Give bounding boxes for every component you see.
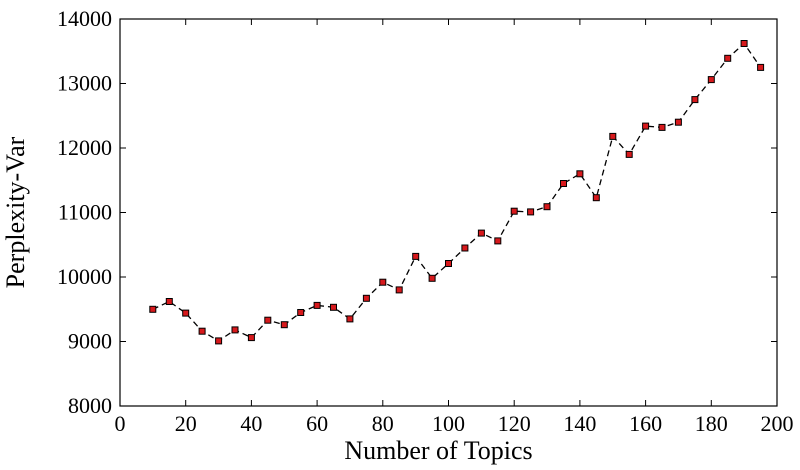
data-point: [182, 309, 190, 317]
x-tick-label: 40: [240, 411, 262, 436]
data-point: [313, 301, 321, 309]
data-point: [510, 207, 518, 215]
data-point: [412, 252, 420, 260]
data-point: [445, 260, 452, 267]
y-tick-label: 14000: [57, 6, 112, 31]
x-tick-label: 60: [306, 411, 328, 436]
x-tick-label: 100: [432, 411, 465, 436]
y-tick-label: 11000: [58, 200, 112, 225]
data-point: [658, 123, 666, 131]
y-tick-label: 12000: [57, 135, 112, 160]
data-point: [215, 337, 223, 345]
data-point: [560, 180, 567, 187]
data-point: [231, 326, 239, 334]
data-point: [609, 132, 617, 140]
data-point: [477, 229, 485, 237]
data-point: [330, 303, 337, 311]
ticks-layer: [119, 18, 778, 407]
x-tick-label: 80: [372, 411, 394, 436]
data-point: [379, 278, 387, 286]
x-axis-label: Number of Topics: [344, 436, 532, 465]
data-point: [625, 150, 633, 158]
data-point: [198, 327, 206, 335]
x-tick-label: 160: [629, 411, 662, 436]
data-point: [395, 286, 403, 294]
y-tick-labels: 8000 9000 10000 11000 12000 13000 14000: [57, 6, 112, 418]
x-tick-label: 20: [175, 411, 197, 436]
data-point: [165, 298, 173, 305]
x-tick-label: 140: [563, 411, 596, 436]
x-tick-label: 120: [498, 411, 531, 436]
x-tick-label: 200: [761, 411, 794, 436]
series-layer: [149, 40, 765, 345]
y-axis-label: Perplexity-Var: [1, 136, 30, 288]
data-point: [674, 118, 682, 126]
data-point: [149, 305, 157, 313]
data-point: [461, 244, 469, 252]
plot-frame: [119, 18, 778, 407]
data-point: [297, 309, 305, 316]
data-point: [707, 76, 715, 84]
data-point: [576, 170, 584, 178]
y-tick-label: 9000: [68, 329, 112, 354]
y-tick-label: 10000: [57, 264, 112, 289]
data-point: [691, 96, 699, 104]
data-point: [543, 203, 551, 211]
data-point: [280, 321, 288, 329]
data-point: [642, 122, 650, 130]
data-point: [494, 237, 502, 245]
data-point: [724, 54, 732, 62]
data-point: [247, 334, 255, 342]
data-point: [592, 194, 600, 202]
data-point: [346, 315, 354, 323]
data-point: [740, 40, 748, 47]
x-tick-labels: 0 20 40 60 80 100 120 140 160 180 200: [115, 411, 794, 436]
y-tick-label: 13000: [57, 71, 112, 96]
data-point: [428, 274, 436, 282]
x-tick-label: 0: [115, 411, 126, 436]
data-point: [757, 63, 765, 71]
data-point: [264, 316, 272, 324]
data-point: [527, 208, 535, 216]
x-tick-label: 180: [695, 411, 728, 436]
data-point: [362, 294, 370, 302]
series-line: [152, 42, 762, 342]
y-tick-label: 8000: [68, 393, 112, 418]
